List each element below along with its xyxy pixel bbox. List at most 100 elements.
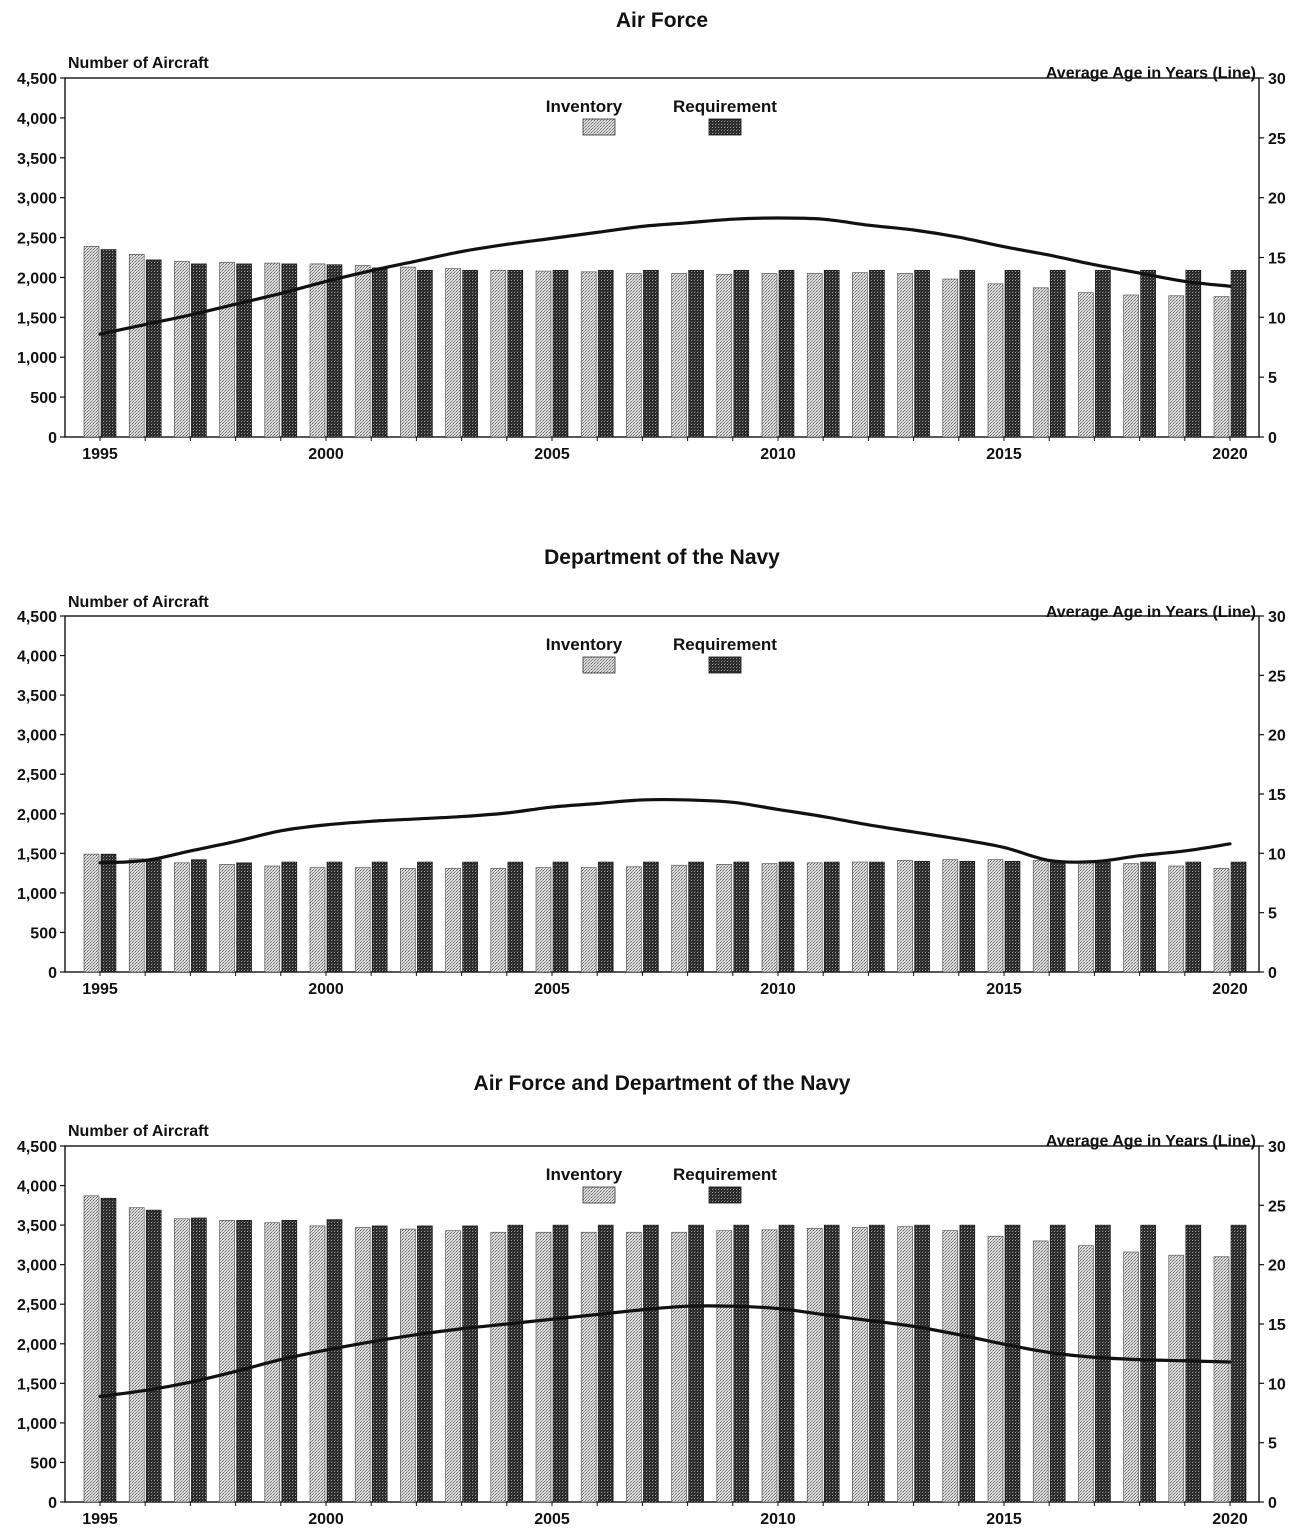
line-average-age [98, 216, 1232, 336]
x-tick-label: 2010 [760, 446, 796, 463]
chart-panel-3: Air Force and Department of the Navy Numb… [17, 1072, 1286, 1528]
bar-requirement [733, 1224, 750, 1503]
y-tick-label-left: 4,000 [17, 649, 57, 666]
bar-inventory [1168, 1254, 1185, 1503]
y-tick-label-right: 25 [1268, 131, 1286, 148]
bar-requirement [1140, 269, 1156, 438]
x-tick-label: 2005 [534, 981, 570, 998]
bar-inventory [354, 1227, 371, 1503]
bar-inventory [852, 272, 868, 438]
bar-inventory [716, 864, 733, 973]
y-tick-label-right: 5 [1268, 370, 1277, 387]
bar-requirement [733, 861, 750, 973]
bar-requirement [959, 269, 976, 438]
bar-requirement [552, 861, 569, 973]
y-tick-label-left: 0 [48, 965, 57, 982]
bar-inventory [400, 266, 416, 438]
bar-requirement [281, 1220, 298, 1503]
bar-inventory [1078, 1245, 1094, 1503]
bar-requirement [597, 1224, 614, 1503]
bar-requirement [145, 259, 162, 438]
bar-requirement [1049, 860, 1066, 973]
bar-inventory [128, 254, 145, 438]
chart-title: Air Force and Department of the Navy [474, 1072, 851, 1095]
y-tick-label-left: 3,500 [17, 688, 57, 705]
bar-inventory [987, 859, 1004, 973]
bar-requirement [236, 1220, 252, 1503]
bar-requirement [643, 861, 659, 973]
bar-inventory [219, 1220, 235, 1503]
bar-requirement [371, 267, 388, 438]
bar-requirement [1049, 1224, 1066, 1503]
bar-requirement [733, 269, 750, 438]
bar-inventory [174, 261, 190, 438]
bar-requirement [1140, 1224, 1156, 1503]
bar-inventory [1123, 294, 1139, 438]
bar-requirement [1185, 1224, 1202, 1503]
x-tick-label: 2005 [534, 1511, 570, 1528]
bar-requirement [236, 263, 252, 438]
bar-inventory [580, 867, 597, 973]
bar-requirement [1185, 861, 1202, 973]
bar-inventory [535, 1231, 552, 1503]
bar-inventory [806, 862, 823, 973]
bar-inventory [354, 867, 371, 973]
bar-inventory [626, 1231, 642, 1503]
bar-requirement [688, 861, 704, 973]
bar-requirement [1095, 269, 1111, 438]
bar-inventory [626, 273, 642, 438]
bar-inventory [671, 864, 687, 973]
bar-requirement [1230, 861, 1247, 973]
bar-requirement [778, 861, 795, 973]
bar-requirement [643, 269, 659, 438]
bar-requirement [281, 861, 298, 973]
bar-requirement [100, 1197, 117, 1503]
bar-inventory [1168, 295, 1185, 438]
y-tick-label-right: 30 [1268, 1139, 1286, 1156]
legend-swatch-inventory [582, 656, 616, 674]
bar-inventory [761, 273, 778, 438]
bar-inventory [1123, 1251, 1139, 1503]
x-tick-label: 2015 [986, 981, 1022, 998]
y-tick-label-left: 0 [48, 430, 57, 447]
bar-inventory [535, 270, 552, 438]
bar-inventory [806, 1227, 823, 1503]
y-tick-label-left: 1,500 [17, 846, 57, 863]
y-tick-label-right: 15 [1268, 1317, 1286, 1334]
y-tick-label-right: 25 [1268, 1198, 1286, 1215]
bar-inventory [671, 273, 687, 438]
bar-requirement [326, 861, 343, 973]
x-tick-label: 2020 [1212, 981, 1248, 998]
y-axis-label-left: Number of Aircraft [68, 55, 209, 72]
bar-inventory [852, 1227, 868, 1503]
bar-inventory [626, 866, 642, 973]
bar-inventory [309, 867, 326, 973]
bar-inventory [716, 273, 733, 438]
bar-inventory [309, 263, 326, 438]
y-tick-label-left: 1,500 [17, 310, 57, 327]
bar-requirement [778, 269, 795, 438]
bar-inventory [897, 273, 913, 438]
bar-inventory [1213, 1256, 1230, 1503]
bar-requirement [145, 858, 162, 973]
bar-inventory [490, 868, 507, 973]
bar-inventory [580, 1231, 597, 1503]
y-axis-label-right: Average Age in Years (Line) [1046, 1133, 1256, 1150]
bar-inventory [1168, 865, 1185, 973]
y-tick-label-left: 2,500 [17, 767, 57, 784]
y-tick-label-left: 2,500 [17, 231, 57, 248]
y-axis-label-right: Average Age in Years (Line) [1046, 604, 1256, 621]
y-tick-label-left: 2,000 [17, 807, 57, 824]
y-tick-label-right: 20 [1268, 1258, 1286, 1275]
y-tick-label-right: 10 [1268, 310, 1286, 327]
y-tick-label-left: 500 [30, 390, 57, 407]
bar-inventory [128, 1207, 145, 1503]
y-axis-label-left: Number of Aircraft [68, 1123, 209, 1140]
y-tick-label-right: 5 [1268, 1436, 1277, 1453]
y-tick-label-right: 25 [1268, 668, 1286, 685]
y-tick-label-left: 4,500 [17, 609, 57, 626]
bar-requirement [1185, 269, 1202, 438]
y-tick-label-left: 2,500 [17, 1297, 57, 1314]
bar-requirement [688, 269, 704, 438]
